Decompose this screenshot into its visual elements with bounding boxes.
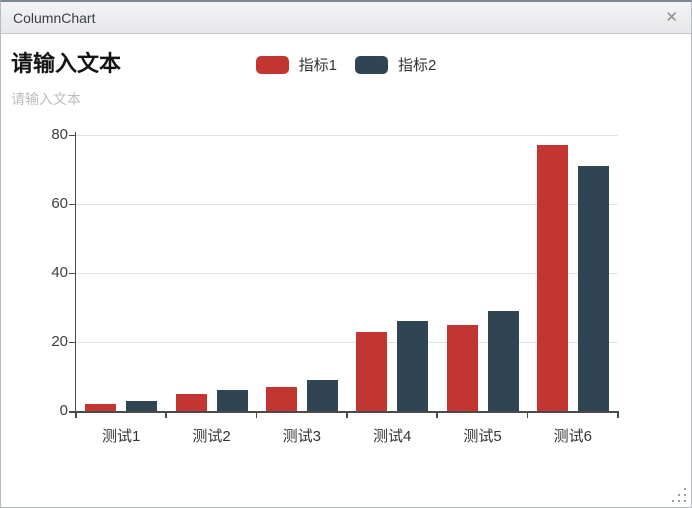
x-axis-label: 测试6 <box>553 428 592 445</box>
legend-item-指标1[interactable]: 指标1 <box>255 54 337 75</box>
bar-指标1-测试3[interactable] <box>265 386 297 411</box>
bar-指标2-测试1[interactable] <box>126 400 158 411</box>
y-axis-label: 80 <box>51 126 68 143</box>
x-axis-tick <box>346 411 348 418</box>
y-axis-label: 40 <box>51 264 68 281</box>
chart-title: 请输入文本 <box>11 51 122 76</box>
x-axis-label: 测试3 <box>282 428 321 445</box>
bar-指标1-测试2[interactable] <box>175 393 207 411</box>
bar-指标2-测试4[interactable] <box>397 321 429 411</box>
bar-指标2-测试5[interactable] <box>487 310 519 411</box>
x-axis-tick <box>255 411 258 418</box>
window-title: ColumnChart <box>13 9 96 26</box>
y-gridline <box>76 273 618 274</box>
window-titlebar[interactable]: ColumnChart ✕ <box>1 2 691 34</box>
y-axis-label: 20 <box>51 333 68 350</box>
bar-指标1-测试1[interactable] <box>85 404 117 411</box>
resize-grip-icon[interactable] <box>672 488 686 502</box>
x-axis-tick <box>526 411 529 418</box>
close-icon[interactable]: ✕ <box>665 9 678 26</box>
x-axis-line <box>69 411 618 413</box>
legend-swatch-icon <box>255 55 289 74</box>
y-gridline <box>76 342 618 343</box>
x-axis-tick <box>436 411 438 418</box>
y-axis-label: 60 <box>51 195 68 212</box>
bar-指标2-测试3[interactable] <box>306 379 338 411</box>
bar-指标2-测试2[interactable] <box>216 390 248 411</box>
y-axis-tick <box>69 341 76 343</box>
legend-swatch-icon <box>355 55 388 74</box>
y-axis-tick <box>69 134 76 136</box>
chart-subtitle: 请输入文本 <box>11 91 81 107</box>
x-axis-label: 测试2 <box>192 428 231 445</box>
y-gridline <box>76 204 618 205</box>
bar-指标1-测试5[interactable] <box>446 324 478 411</box>
y-axis-tick <box>69 272 76 274</box>
y-axis-label: 0 <box>59 402 68 419</box>
bar-指标1-测试6[interactable] <box>536 145 568 411</box>
y-gridline <box>76 135 618 136</box>
bar-指标1-测试4[interactable] <box>356 331 388 411</box>
legend-label: 指标2 <box>398 57 437 74</box>
bar-指标2-测试6[interactable] <box>577 166 609 411</box>
y-axis-line <box>74 132 76 418</box>
x-axis-label: 测试4 <box>372 428 412 445</box>
x-axis-tick <box>617 411 619 418</box>
legend-item-指标2[interactable]: 指标2 <box>355 54 436 75</box>
x-axis-label: 测试1 <box>101 428 141 445</box>
x-axis-tick <box>165 411 167 418</box>
y-axis-tick <box>69 203 76 205</box>
x-axis-label: 测试5 <box>463 428 502 445</box>
legend-label: 指标1 <box>298 57 337 74</box>
x-axis-tick <box>75 411 77 418</box>
chart-legend: 指标1 指标2 <box>1 54 691 75</box>
